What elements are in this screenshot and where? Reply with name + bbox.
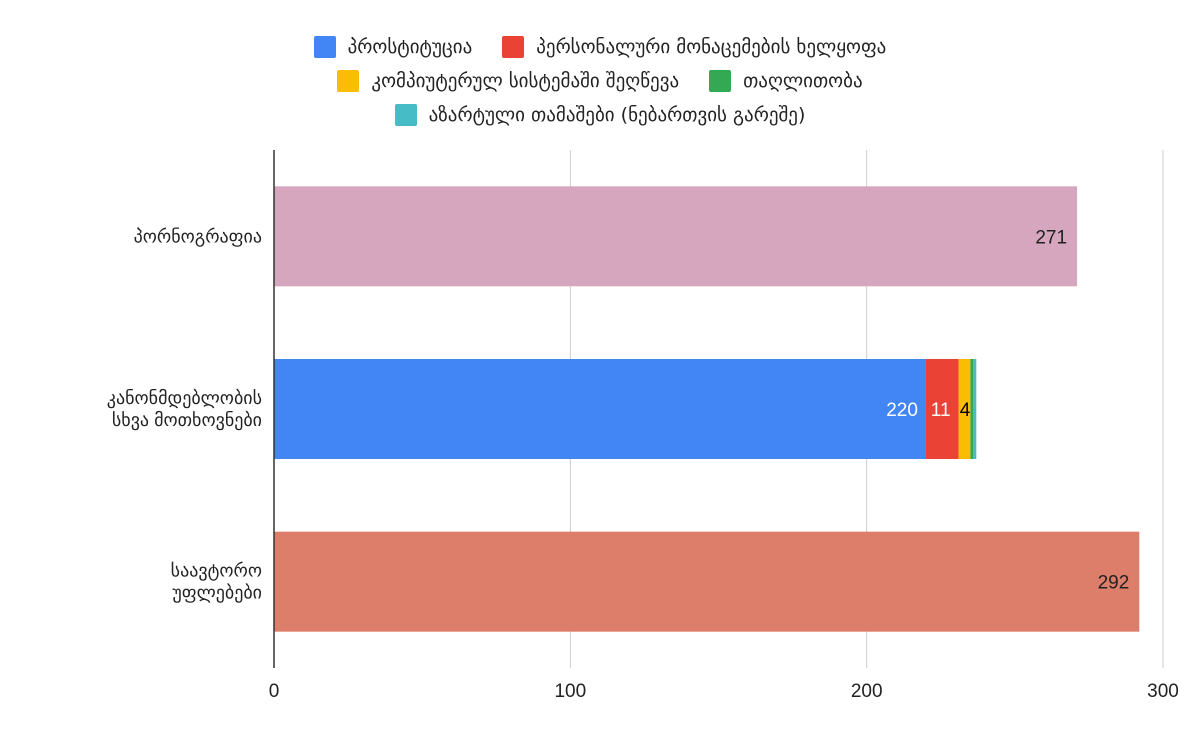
legend-item[interactable]: პროსტიტუცია [313, 36, 473, 58]
legend-label: პერსონალური მონაცემების ხელყოფა [536, 36, 887, 58]
data-label: 292 [1098, 573, 1130, 594]
legend: პროსტიტუცია პერსონალური მონაცემების ხელყო… [0, 30, 1200, 132]
bar-segment [973, 359, 977, 459]
legend-swatch [502, 36, 525, 58]
legend-label: კომპიუტერულ სისტემაში შეღწევა [371, 70, 680, 92]
y-category-label-line: პორნოგრაფია [134, 226, 262, 247]
legend-row: კომპიუტერულ სისტემაში შეღწევა თაღლითობა [0, 64, 1200, 98]
legend-item[interactable]: თაღლითობა [709, 70, 863, 92]
x-tick-label: 100 [554, 681, 586, 702]
bar [274, 531, 1140, 632]
legend-swatch [313, 36, 336, 58]
y-category-label-line: საავტორო [171, 561, 262, 582]
y-category-label-line: კანონმდებლობის [107, 388, 262, 409]
x-tick-label: 0 [269, 681, 280, 702]
legend-label: თაღლითობა [743, 70, 863, 92]
legend-swatch [394, 104, 417, 126]
data-label: 11 [931, 400, 951, 421]
bar-segment [925, 359, 959, 459]
data-label: 4 [960, 400, 971, 421]
legend-swatch [337, 70, 360, 92]
legend-label: პროსტიტუცია [347, 36, 473, 58]
legend-swatch [709, 70, 732, 92]
y-category-label-line: სხვა მოთხოვნები [112, 410, 262, 431]
y-category-label-line: უფლებები [172, 583, 262, 604]
x-tick-label: 300 [1147, 681, 1179, 702]
bar [274, 186, 1078, 287]
legend-row: აზარტული თამაშები (ნებართვის გარეშე) [0, 98, 1200, 132]
legend-item[interactable]: კომპიუტერულ სისტემაში შეღწევა [337, 70, 679, 92]
legend-row: პროსტიტუცია პერსონალური მონაცემების ხელყო… [0, 30, 1200, 64]
y-category-label: კანონმდებლობის სხვა მოთხოვნები [107, 388, 262, 431]
data-label: 220 [886, 400, 918, 421]
data-label: 271 [1035, 227, 1067, 248]
legend-label: აზარტული თამაშები (ნებართვის გარეშე) [428, 104, 806, 126]
x-tick-label: 200 [851, 681, 883, 702]
legend-item[interactable]: პერსონალური მონაცემების ხელყოფა [502, 36, 886, 58]
bar-segment [958, 359, 971, 459]
y-category-label: პორნოგრაფია [134, 226, 262, 247]
bar-segment [274, 359, 926, 459]
y-category-label: საავტორო უფლებები [171, 561, 262, 604]
bar-segment [970, 359, 974, 459]
legend-item[interactable]: აზარტული თამაშები (ნებართვის გარეშე) [394, 104, 806, 126]
